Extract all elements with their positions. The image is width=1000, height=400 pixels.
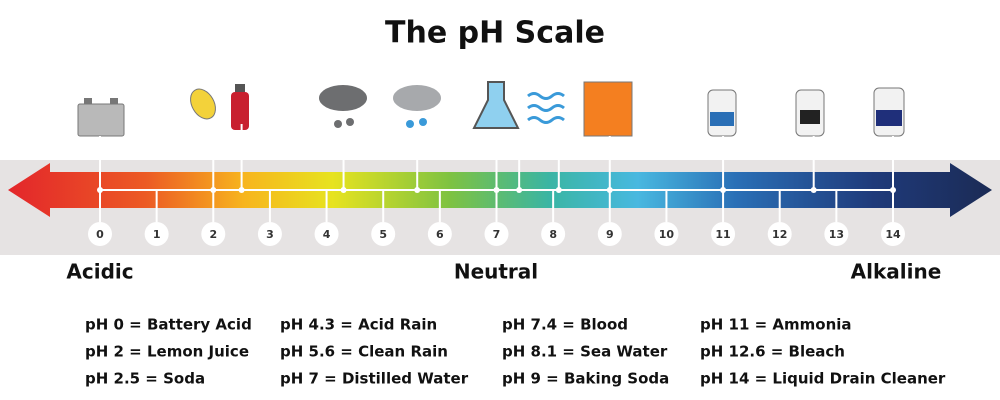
substance-label: pH 2.5 = Soda bbox=[85, 370, 205, 388]
substance-label: pH 11 = Ammonia bbox=[700, 316, 852, 334]
tick-label: 12 bbox=[772, 228, 787, 241]
connector-dot bbox=[516, 187, 523, 193]
tick-label: 6 bbox=[436, 228, 444, 241]
substance-label: pH 8.1 = Sea Water bbox=[502, 343, 668, 361]
title: The pH Scale bbox=[385, 16, 605, 51]
substance-label: pH 5.6 = Clean Rain bbox=[280, 343, 448, 361]
tick-label: 1 bbox=[153, 228, 161, 241]
tick-circle bbox=[541, 222, 566, 246]
zone-label: Neutral bbox=[454, 260, 538, 284]
tick-circle bbox=[597, 222, 622, 246]
tick-circle bbox=[314, 222, 339, 246]
substance-label: pH 12.6 = Bleach bbox=[700, 343, 845, 361]
soda-icon bbox=[231, 92, 249, 130]
tick-circle bbox=[201, 222, 226, 246]
substance-label: pH 7.4 = Blood bbox=[502, 316, 628, 334]
substance-label: pH 9 = Baking Soda bbox=[502, 370, 669, 388]
connector-dot bbox=[890, 187, 896, 193]
bottle-icon bbox=[876, 110, 902, 126]
tick-circle bbox=[257, 222, 282, 246]
battery-icon bbox=[77, 103, 125, 137]
tick-circle bbox=[711, 222, 736, 246]
tick-circle bbox=[371, 222, 396, 246]
connector-dot bbox=[238, 187, 245, 193]
tick-label: 8 bbox=[549, 228, 557, 241]
connector-dot bbox=[720, 187, 727, 193]
connector-dot bbox=[810, 187, 817, 193]
tick-label: 10 bbox=[659, 228, 675, 241]
rain-drop bbox=[419, 118, 427, 126]
connector-dot bbox=[340, 187, 347, 193]
tick-label: 7 bbox=[493, 228, 501, 241]
connector-dot bbox=[97, 187, 103, 193]
tick-circle bbox=[767, 222, 792, 246]
tick-circle bbox=[881, 222, 905, 246]
rain-drop bbox=[406, 120, 414, 128]
lemon-icon bbox=[190, 88, 216, 120]
cloud-icon bbox=[319, 85, 367, 111]
tick-label: 0 bbox=[96, 228, 104, 241]
tick-label: 13 bbox=[829, 228, 844, 241]
tick-label: 2 bbox=[209, 228, 217, 241]
zone-label: Alkaline bbox=[851, 260, 942, 284]
tick-circle bbox=[144, 222, 169, 246]
tick-circle bbox=[654, 222, 679, 246]
connector-dot bbox=[555, 187, 562, 193]
rain-drop bbox=[346, 118, 354, 126]
substance-label: pH 0 = Battery Acid bbox=[85, 316, 252, 334]
connector-dot bbox=[606, 187, 613, 193]
soda-icon bbox=[235, 84, 245, 92]
substance-label: pH 2 = Lemon Juice bbox=[85, 343, 249, 361]
tick-circle bbox=[824, 222, 849, 246]
tick-circle bbox=[427, 222, 452, 246]
substance-label: pH 14 = Liquid Drain Cleaner bbox=[700, 370, 946, 388]
tick-label: 9 bbox=[606, 228, 614, 241]
wave-icon bbox=[527, 92, 565, 124]
substance-label: pH 4.3 = Acid Rain bbox=[280, 316, 437, 334]
substance-label: pH 7 = Distilled Water bbox=[280, 370, 469, 388]
connector-dot bbox=[493, 187, 500, 193]
battery-icon bbox=[110, 98, 118, 104]
bottle-icon bbox=[710, 112, 734, 126]
zone-label: Acidic bbox=[66, 260, 133, 284]
tick-circle bbox=[88, 222, 112, 246]
tick-label: 5 bbox=[379, 228, 387, 241]
tick-label: 4 bbox=[323, 228, 331, 241]
rain-drop bbox=[334, 120, 342, 128]
cloud-icon bbox=[393, 85, 441, 111]
connector-dot bbox=[210, 187, 217, 193]
bottle-icon bbox=[800, 110, 820, 124]
tick-circle bbox=[484, 222, 509, 246]
tick-label: 11 bbox=[715, 228, 730, 241]
tick-label: 14 bbox=[885, 228, 901, 241]
connector-dot bbox=[414, 187, 421, 193]
icons bbox=[77, 81, 905, 137]
baking-soda-icon bbox=[583, 81, 633, 137]
flask-icon bbox=[472, 81, 520, 129]
battery-icon bbox=[84, 98, 92, 104]
tick-label: 3 bbox=[266, 228, 274, 241]
